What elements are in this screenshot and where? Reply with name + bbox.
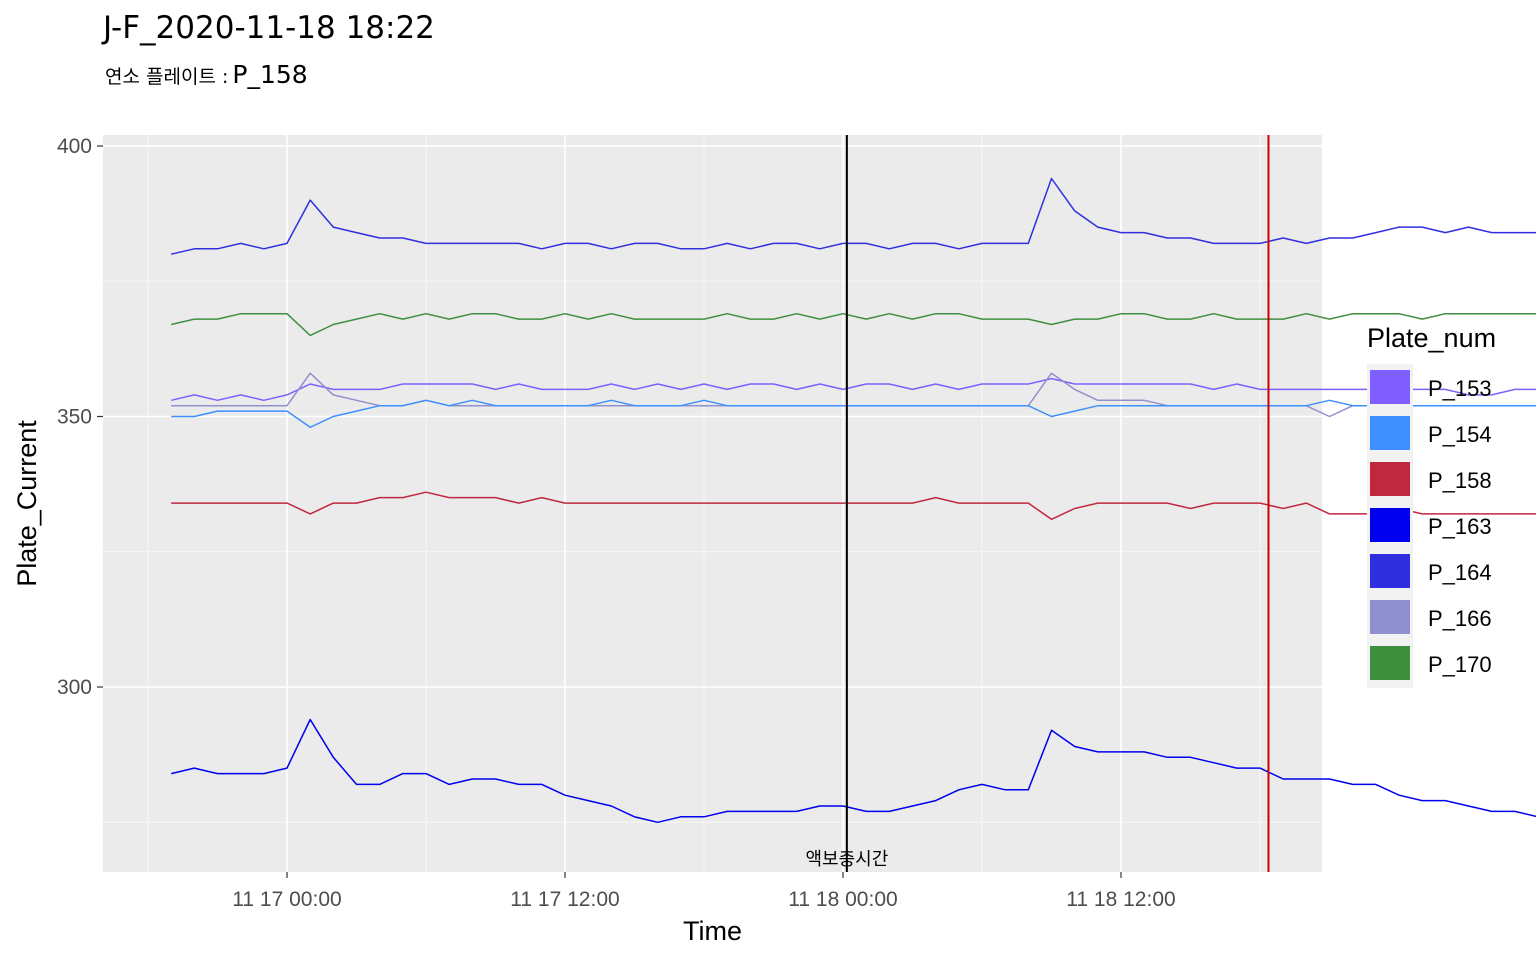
y-axis-title: Plate_Current (12, 420, 42, 587)
legend-swatch-p-158 (1370, 462, 1410, 496)
refill-time-annotation: 액보충시간 (805, 849, 888, 870)
legend-label: P_154 (1428, 422, 1492, 447)
chart-subtitle: 연소 플레이트 : P_158 (105, 60, 308, 89)
legend-title: Plate_num (1367, 323, 1496, 353)
y-tick-label: 300 (57, 676, 92, 699)
series-line-p-153 (171, 377, 1536, 402)
y-tick-label: 350 (57, 406, 92, 429)
grid-layer (103, 135, 1322, 872)
x-axis-title: Time (683, 916, 742, 946)
legend-label: P_164 (1428, 560, 1492, 585)
legend-swatch-p-153 (1370, 370, 1410, 404)
vertical-marker-layer: 액보충시간 (805, 135, 1270, 872)
series-line-p-170 (171, 312, 1536, 337)
legend-label: P_166 (1428, 606, 1492, 631)
series-line-p-164 (171, 177, 1536, 255)
series-layer (171, 177, 1536, 824)
y-tick-label: 400 (57, 135, 92, 158)
subtitle-value: P_158 (232, 60, 308, 89)
axis-layer: 300 350 400 11 17 00:00 11 17 12:00 11 18 00:… (57, 135, 1176, 911)
legend: Plate_num P_153 P_154 P_158 P_163 P_164 P_166… (1367, 323, 1496, 688)
x-tick-label: 11 18 00:00 (788, 888, 897, 911)
legend-label: P_170 (1428, 652, 1492, 677)
legend-label: P_158 (1428, 468, 1492, 493)
x-tick-label: 11 18 12:00 (1066, 888, 1175, 911)
x-tick-label: 11 17 12:00 (510, 888, 619, 911)
legend-label: P_163 (1428, 514, 1492, 539)
legend-swatch-p-154 (1370, 416, 1410, 450)
subtitle-label: 연소 플레이트 : (105, 66, 229, 88)
legend-swatch-p-170 (1370, 646, 1410, 680)
legend-swatch-p-163 (1370, 508, 1410, 542)
legend-label: P_153 (1428, 376, 1492, 401)
legend-swatch-p-166 (1370, 600, 1410, 634)
series-line-p-158 (171, 491, 1536, 521)
series-line-p-163 (171, 718, 1536, 824)
series-line-p-154 (171, 399, 1536, 429)
legend-swatch-p-164 (1370, 554, 1410, 588)
x-tick-label: 11 17 00:00 (232, 888, 341, 911)
chart-title: J-F_2020-11-18 18:22 (103, 10, 435, 46)
